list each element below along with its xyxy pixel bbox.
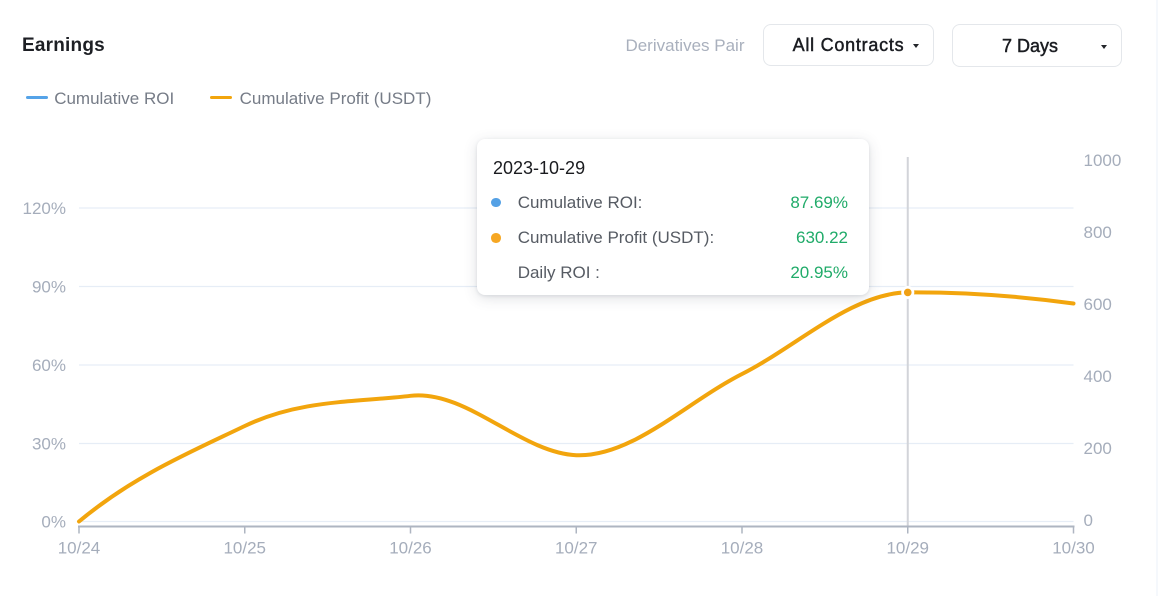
svg-text:800: 800 (1084, 223, 1112, 242)
svg-text:0: 0 (1084, 511, 1093, 530)
svg-text:90%: 90% (32, 278, 66, 297)
svg-text:10/28: 10/28 (721, 539, 764, 558)
svg-text:0%: 0% (41, 513, 66, 532)
svg-text:10/30: 10/30 (1052, 539, 1095, 558)
svg-text:10/26: 10/26 (389, 539, 432, 558)
svg-text:10/29: 10/29 (886, 539, 929, 558)
svg-text:600: 600 (1084, 295, 1112, 314)
svg-text:400: 400 (1084, 367, 1112, 386)
svg-text:60%: 60% (32, 356, 66, 375)
svg-text:1000: 1000 (1084, 151, 1122, 170)
svg-text:30%: 30% (32, 435, 66, 454)
svg-text:10/27: 10/27 (555, 539, 598, 558)
svg-text:120%: 120% (23, 199, 66, 218)
svg-text:10/25: 10/25 (223, 539, 266, 558)
svg-text:200: 200 (1084, 439, 1112, 458)
svg-text:10/24: 10/24 (58, 539, 101, 558)
